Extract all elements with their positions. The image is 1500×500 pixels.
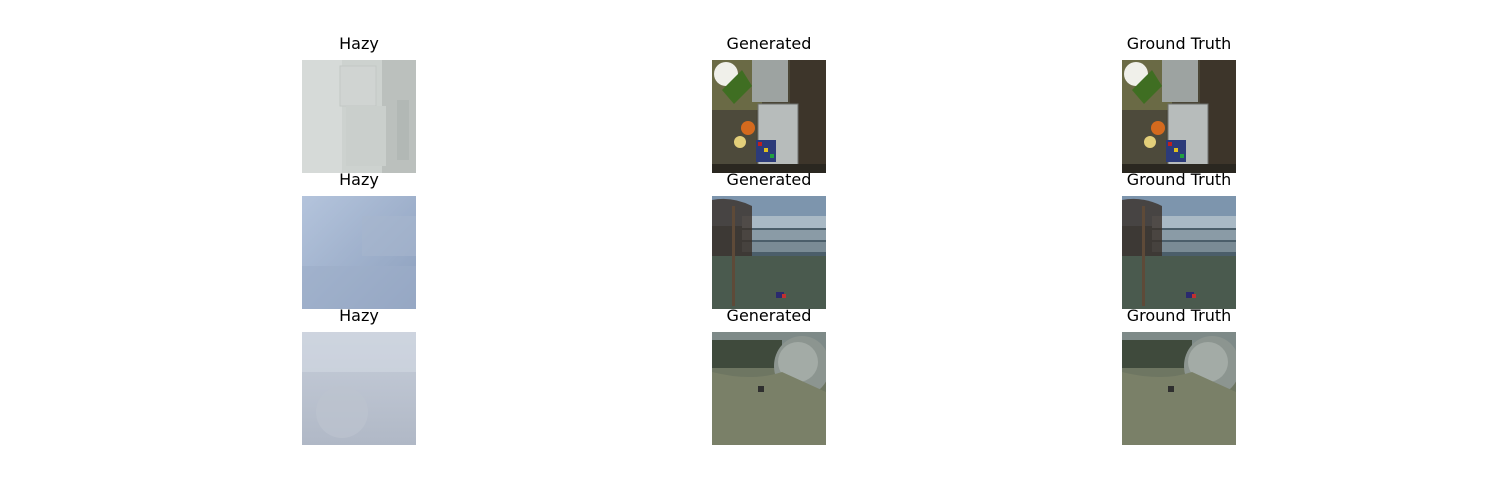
hazy-image — [302, 196, 416, 309]
panel-title: Ground Truth — [1126, 306, 1232, 325]
ground-truth-image — [1122, 332, 1236, 445]
hazy-image — [302, 60, 416, 173]
ground-truth-image — [1122, 196, 1236, 309]
generated-image — [712, 332, 826, 445]
hazy-image — [302, 332, 416, 445]
panel-title: Ground Truth — [1126, 170, 1232, 189]
generated-image — [712, 196, 826, 309]
panel-title: Hazy — [339, 170, 379, 189]
panel-title: Generated — [726, 170, 812, 189]
ground-truth-image — [1122, 60, 1236, 173]
panel-title: Hazy — [339, 34, 379, 53]
panel-title: Hazy — [339, 306, 379, 325]
generated-image — [712, 60, 826, 173]
panel-title: Generated — [726, 34, 812, 53]
panel-title: Generated — [726, 306, 812, 325]
panel-title: Ground Truth — [1126, 34, 1232, 53]
